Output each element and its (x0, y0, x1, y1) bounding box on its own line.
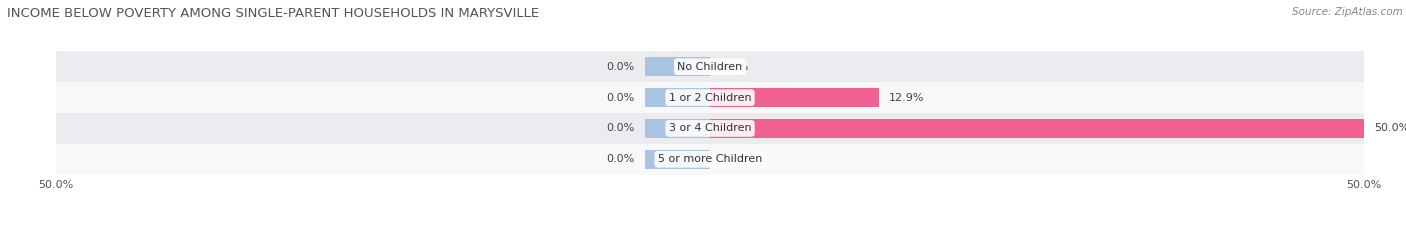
Text: Source: ZipAtlas.com: Source: ZipAtlas.com (1292, 7, 1403, 17)
Text: No Children: No Children (678, 62, 742, 72)
Text: 0.0%: 0.0% (606, 62, 634, 72)
Text: 1 or 2 Children: 1 or 2 Children (669, 93, 751, 103)
Bar (644, 88, 710, 107)
Text: 0.0%: 0.0% (606, 154, 634, 164)
Bar (644, 150, 710, 169)
Text: 0.0%: 0.0% (720, 154, 749, 164)
Text: 0.0%: 0.0% (606, 93, 634, 103)
Text: 5 or more Children: 5 or more Children (658, 154, 762, 164)
Bar (56, 144, 1364, 175)
Text: 0.0%: 0.0% (720, 62, 749, 72)
Text: INCOME BELOW POVERTY AMONG SINGLE-PARENT HOUSEHOLDS IN MARYSVILLE: INCOME BELOW POVERTY AMONG SINGLE-PARENT… (7, 7, 538, 20)
Text: 0.0%: 0.0% (606, 123, 634, 134)
Bar (644, 57, 710, 76)
Bar (710, 88, 879, 107)
Text: 50.0%: 50.0% (1374, 123, 1406, 134)
Bar (56, 51, 1364, 82)
Text: 3 or 4 Children: 3 or 4 Children (669, 123, 751, 134)
Bar (56, 82, 1364, 113)
Bar (644, 119, 710, 138)
Bar (710, 119, 1364, 138)
Text: 12.9%: 12.9% (889, 93, 925, 103)
Bar (56, 113, 1364, 144)
